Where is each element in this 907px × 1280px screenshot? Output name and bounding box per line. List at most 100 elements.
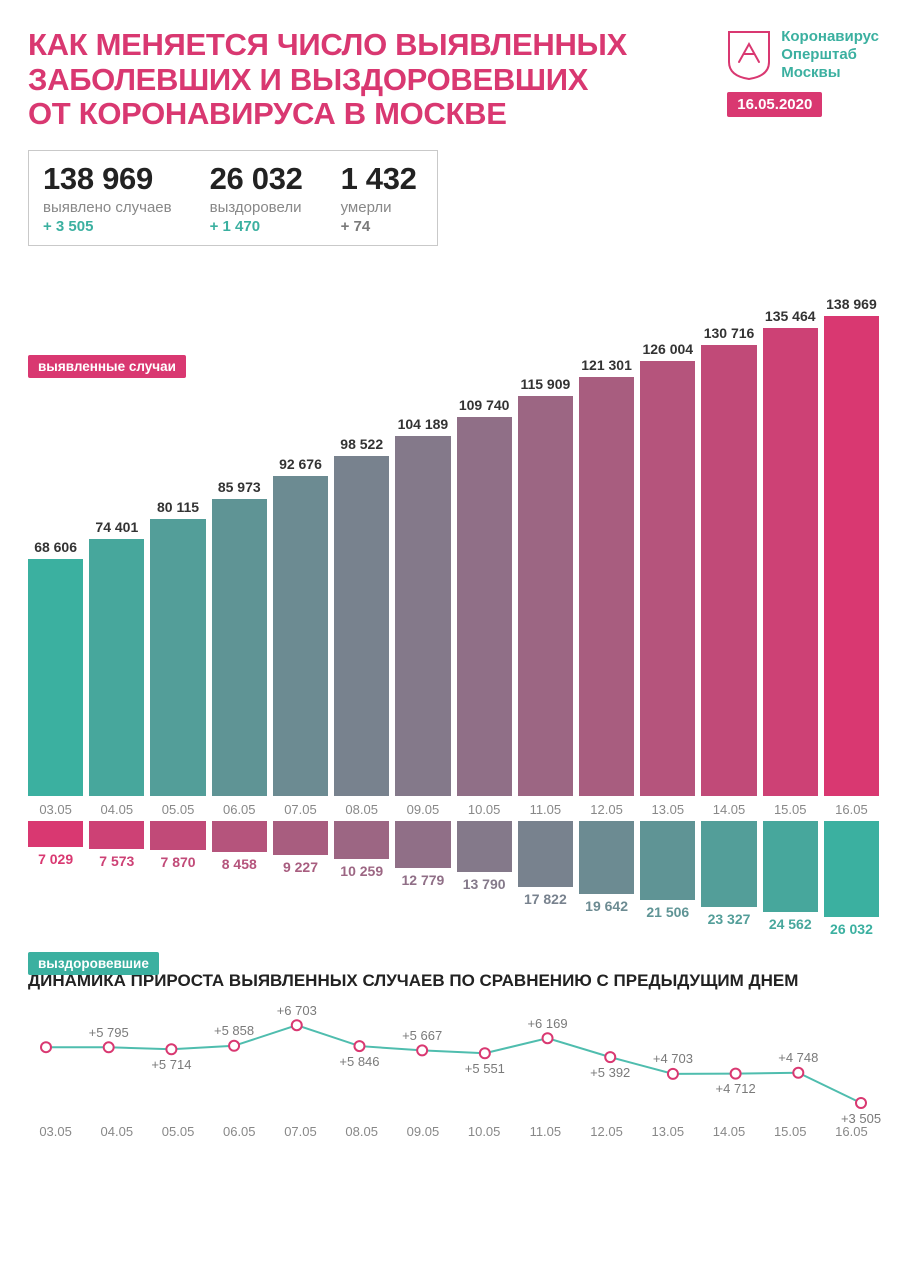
line-date-cell: 10.05 (457, 1124, 512, 1139)
cases-bar-rect (640, 361, 695, 796)
recovered-bar-label: 17 822 (524, 891, 567, 907)
recovered-bar-rect (640, 821, 695, 900)
cases-bar-label: 68 606 (28, 539, 83, 555)
recovered-bar-rect (89, 821, 144, 849)
recovered-bar-chart: 7 0297 5737 8708 4589 22710 25912 77913 … (28, 821, 879, 941)
recovered-bar: 8 458 (212, 821, 267, 872)
date-cell: 15.05 (763, 802, 818, 817)
recovered-bar-rect (763, 821, 818, 912)
recovered-bar: 7 029 (28, 821, 83, 867)
line-date-cell: 06.05 (212, 1124, 267, 1139)
recovered-bar: 19 642 (579, 821, 634, 913)
line-point-label: +5 667 (402, 1028, 442, 1043)
cases-bar-label: 115 909 (518, 376, 573, 392)
line-point-label: +5 846 (339, 1054, 379, 1069)
recovered-bar: 7 573 (89, 821, 144, 869)
cases-bar: 135 464 (763, 276, 818, 796)
cases-bar-label: 92 676 (273, 456, 328, 472)
line-date-cell: 11.05 (518, 1124, 573, 1139)
date-cell: 08.05 (334, 802, 389, 817)
cases-bar: 138 969 (824, 276, 879, 796)
date-cell: 09.05 (395, 802, 450, 817)
line-point (543, 1033, 553, 1043)
recovered-bar-rect (579, 821, 634, 893)
recovered-bar-rect (273, 821, 328, 855)
recovered-bar-label: 23 327 (708, 911, 751, 927)
cases-bar: 98 522 (334, 276, 389, 796)
line-date-cell: 03.05 (28, 1124, 83, 1139)
stat-death-delta: + 74 (341, 218, 417, 235)
line-point (480, 1048, 490, 1058)
title-block: КАК МЕНЯЕТСЯ ЧИСЛО ВЫЯВЛЕННЫХ ЗАБОЛЕВШИХ… (28, 28, 628, 132)
cases-bar: 104 189 (395, 276, 450, 796)
date-cell: 07.05 (273, 802, 328, 817)
stat-deaths: 1 432 умерли + 74 (341, 161, 417, 235)
page-title: КАК МЕНЯЕТСЯ ЧИСЛО ВЫЯВЛЕННЫХ ЗАБОЛЕВШИХ… (28, 28, 628, 132)
stat-recovered: 26 032 выздоровели + 1 470 (210, 161, 303, 235)
recovered-bar-label: 8 458 (222, 856, 257, 872)
line-point (731, 1068, 741, 1078)
cases-bar-label: 138 969 (824, 296, 879, 312)
recovered-bar: 26 032 (824, 821, 879, 937)
cases-bar: 92 676 (273, 276, 328, 796)
cases-bar-rect (212, 499, 267, 796)
line-point-label: +4 748 (778, 1050, 818, 1065)
cases-bar-label: 80 115 (150, 499, 205, 515)
recovered-bar-label: 7 029 (38, 851, 73, 867)
line-point-label: +6 703 (277, 1003, 317, 1018)
legend-recovered-badge: выздоровевшие (28, 952, 159, 975)
recovered-bar: 7 870 (150, 821, 205, 870)
line-point (166, 1044, 176, 1054)
brand-line-1: Коронавирус (781, 28, 879, 46)
recovered-bar: 9 227 (273, 821, 328, 875)
cases-bar-rect (395, 436, 450, 796)
line-point (668, 1068, 678, 1078)
moscow-emblem-icon (727, 28, 771, 80)
cases-bar-rect (579, 377, 634, 796)
stat-cases-value: 138 969 (43, 161, 172, 197)
recovered-bar: 13 790 (457, 821, 512, 892)
line-point (856, 1098, 866, 1108)
recovered-bar-label: 21 506 (646, 904, 689, 920)
line-point-label: +4 712 (716, 1081, 756, 1096)
cases-bar-label: 109 740 (457, 397, 512, 413)
date-cell: 16.05 (824, 802, 879, 817)
line-point-label: +5 551 (465, 1061, 505, 1076)
stats-box: 138 969 выявлено случаев + 3 505 26 032 … (28, 150, 438, 246)
recovered-bar-rect (28, 821, 83, 847)
recovered-bar-label: 26 032 (830, 921, 873, 937)
stat-recov-label: выздоровели (210, 199, 303, 216)
line-point-label: +3 505 (841, 1111, 881, 1126)
recovered-bar-label: 10 259 (340, 863, 383, 879)
recovered-bar: 10 259 (334, 821, 389, 879)
line-point (292, 1020, 302, 1030)
recovered-bar-label: 13 790 (463, 876, 506, 892)
cases-bar-rect (518, 396, 573, 796)
header: КАК МЕНЯЕТСЯ ЧИСЛО ВЫЯВЛЕННЫХ ЗАБОЛЕВШИХ… (28, 28, 879, 132)
date-cell: 11.05 (518, 802, 573, 817)
date-cell: 03.05 (28, 802, 83, 817)
cases-bar: 126 004 (640, 276, 695, 796)
date-badge: 16.05.2020 (727, 92, 822, 117)
line-point (605, 1052, 615, 1062)
recovered-bar-rect (334, 821, 389, 859)
cases-bar-label: 98 522 (334, 436, 389, 452)
cases-bar: 130 716 (701, 276, 756, 796)
recovered-bar-rect (212, 821, 267, 852)
date-cell: 04.05 (89, 802, 144, 817)
date-cell: 10.05 (457, 802, 512, 817)
date-axis-row: 03.0504.0505.0506.0507.0508.0509.0510.05… (28, 802, 879, 817)
cases-bar-label: 74 401 (89, 519, 144, 535)
cases-bar-rect (89, 539, 144, 796)
line-point (793, 1067, 803, 1077)
date-cell: 12.05 (579, 802, 634, 817)
cases-bar-rect (824, 316, 879, 796)
brand-text: Коронавирус Оперштаб Москвы (781, 28, 879, 82)
recovered-bar: 23 327 (701, 821, 756, 927)
line-date-cell: 14.05 (701, 1124, 756, 1139)
line-point-label: +5 858 (214, 1023, 254, 1038)
recovered-bar-rect (518, 821, 573, 887)
cases-bar-rect (150, 519, 205, 796)
line-point-label: +5 795 (89, 1025, 129, 1040)
stat-death-value: 1 432 (341, 161, 417, 197)
